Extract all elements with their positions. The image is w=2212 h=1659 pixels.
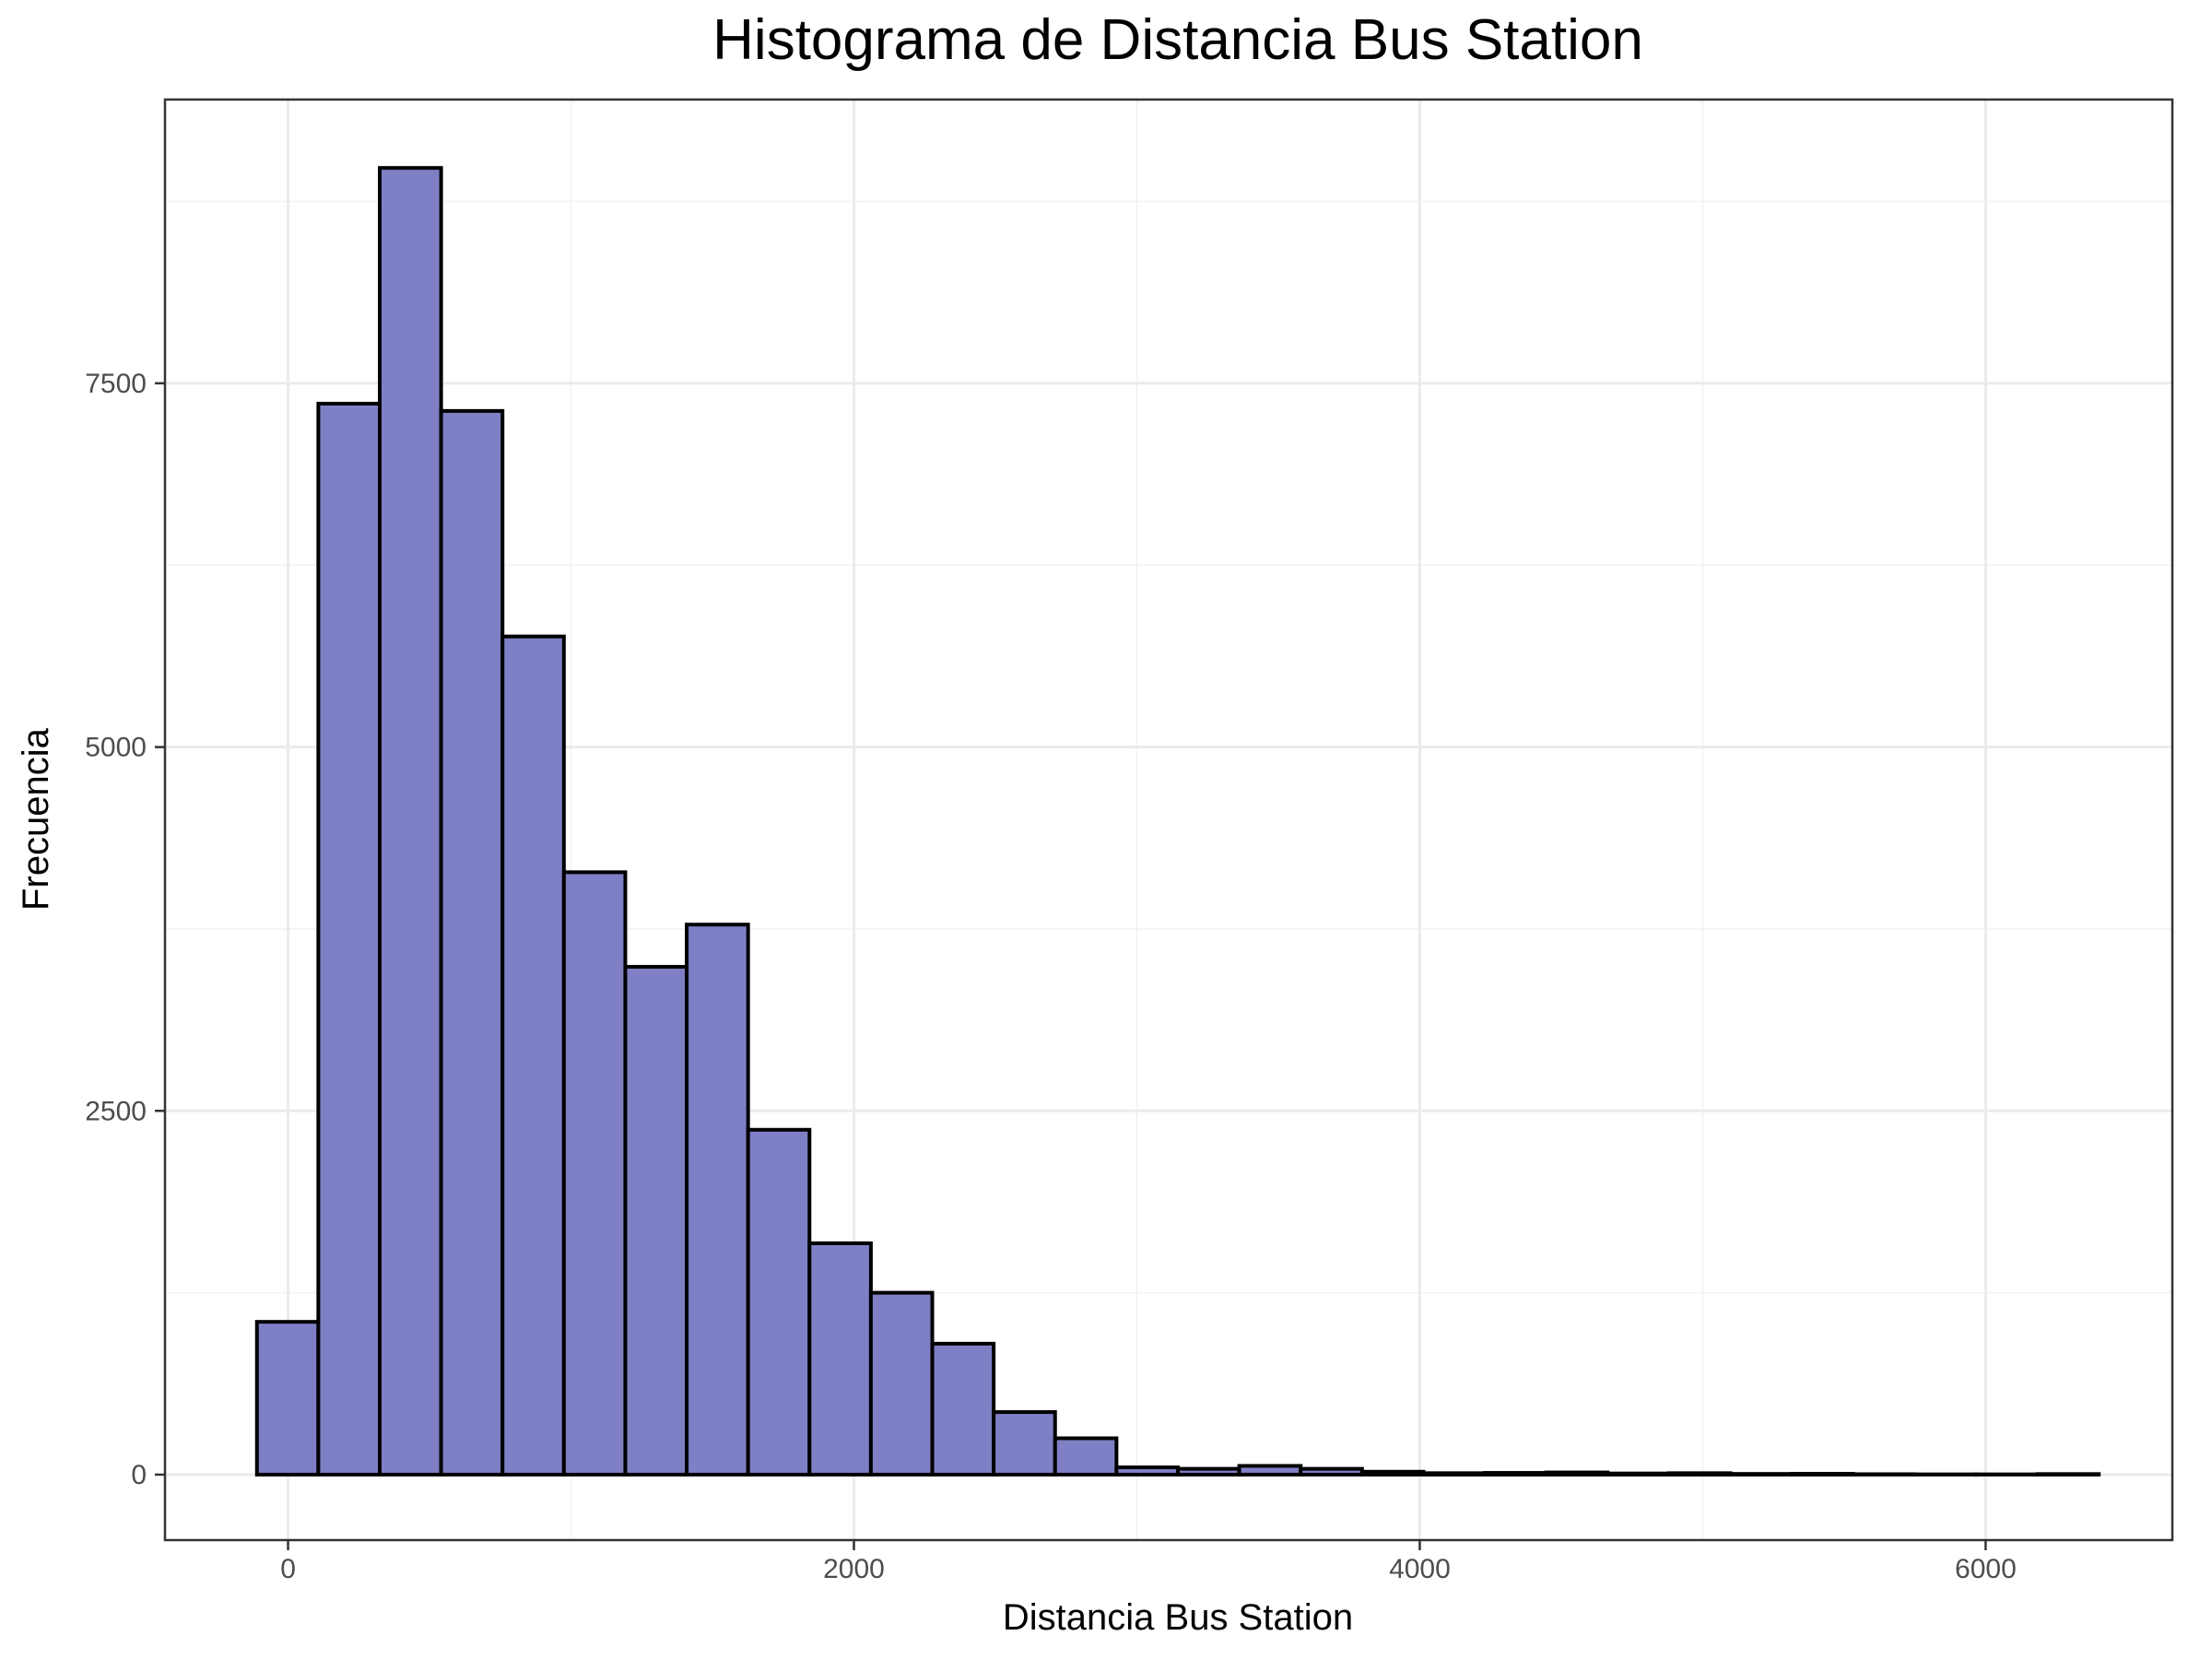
histogram-bar <box>377 166 443 1477</box>
histogram-bar <box>1237 1464 1303 1477</box>
y-tick-label: 7500 <box>85 369 147 399</box>
x-tick-label: 2000 <box>823 1554 885 1584</box>
plot-panel-border <box>163 98 2174 1542</box>
histogram-bar <box>930 1341 996 1477</box>
histogram-bar <box>1483 1471 1548 1477</box>
histogram-bar <box>623 964 689 1477</box>
histogram-bar <box>316 401 382 1477</box>
histogram-bar <box>746 1127 812 1477</box>
histogram-bar <box>439 408 505 1477</box>
x-tick-label: 4000 <box>1389 1554 1451 1584</box>
histogram-bar <box>807 1241 873 1477</box>
histogram-bar <box>1299 1466 1364 1477</box>
chart-title: Histograma de Distancia Bus Station <box>712 8 1643 72</box>
histogram-bar <box>1114 1465 1180 1477</box>
histogram-bar <box>1053 1436 1119 1477</box>
histogram-bar <box>1359 1469 1426 1477</box>
histogram-bar <box>561 870 628 1477</box>
histogram-bar <box>254 1320 321 1477</box>
histogram-bar <box>1606 1471 1671 1477</box>
histogram-bar <box>1790 1472 1855 1477</box>
y-axis-title: Frecuencia <box>16 727 56 911</box>
histogram-bar <box>1728 1472 1794 1477</box>
x-tick-label: 0 <box>280 1554 296 1584</box>
x-tick-label: 6000 <box>1955 1554 2017 1584</box>
x-axis-title: Distancia Bus Station <box>1003 1597 1353 1638</box>
y-tick-label: 2500 <box>85 1096 147 1126</box>
x-axis: 0 2000 4000 6000 <box>280 1540 2017 1584</box>
histogram-bar <box>1175 1466 1241 1477</box>
histogram-bar <box>992 1410 1057 1477</box>
grid-lines <box>165 100 2172 1540</box>
y-tick-label: 5000 <box>85 733 147 763</box>
histogram-bar <box>685 923 750 1477</box>
histogram-bar <box>500 634 566 1477</box>
histogram-bar <box>2035 1472 2101 1477</box>
histogram-bar <box>1421 1471 1488 1477</box>
histogram-bar <box>868 1290 935 1477</box>
histogram-bar <box>1544 1470 1610 1477</box>
histogram-bars <box>254 166 2101 1477</box>
y-tick-label: 0 <box>131 1460 147 1490</box>
y-axis: 0 2500 5000 7500 <box>85 369 165 1490</box>
histogram-bar <box>1666 1471 1733 1477</box>
